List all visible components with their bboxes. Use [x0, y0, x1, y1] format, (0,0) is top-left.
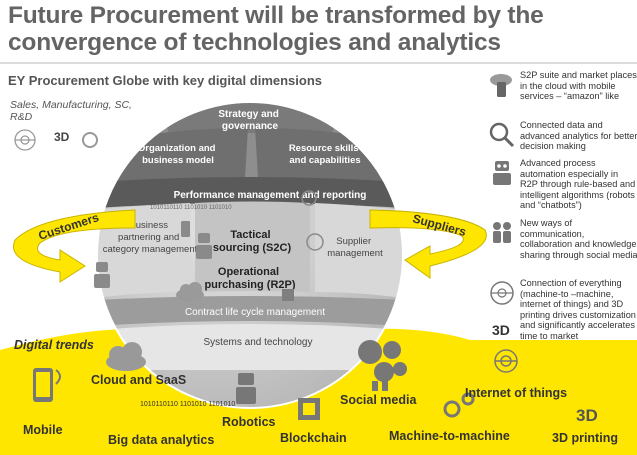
binary-small-icon: 1010110110 1101010 1101010: [150, 205, 232, 211]
cloud-mobile-icon: [490, 74, 512, 97]
social-media-trend-icon: [358, 340, 407, 391]
digital-trends-title: Digital trends: [14, 338, 94, 352]
analytics-magnifier-icon: [489, 122, 515, 148]
globe-label-systems: Systems and technology: [204, 337, 313, 348]
dimension-text: S2P suite and market places in the cloud…: [520, 70, 637, 102]
customers-label: Customers: [37, 210, 101, 243]
globe-label-business-partnering: Business partnering and category managem…: [103, 220, 198, 255]
three-d-side-icon: 3D: [54, 130, 70, 144]
connected-things-icon: [490, 281, 514, 305]
globe-label-resource: Resource skills and capabilities: [289, 143, 361, 166]
trend-social: Social media: [340, 393, 417, 407]
robot-automation-icon: [493, 161, 511, 185]
robot-trend-icon: [236, 373, 256, 404]
three-d-list-icon: 3D: [492, 322, 510, 338]
blockchain-small-icon: [282, 289, 294, 301]
globe-label-organization: Organization and business model: [138, 143, 218, 166]
side-note: Sales, Manufacturing, SC, R&D: [10, 99, 132, 123]
suppliers-arrow: [369, 209, 487, 279]
globe-label-strategy: Strategy and governance: [218, 109, 281, 132]
network-globe-icon: [14, 129, 36, 151]
m2m-trend-icon: [443, 392, 475, 418]
globe-label-operational: Operational purchasing (R2P): [204, 266, 295, 291]
phone-icon: [181, 221, 190, 237]
social-collaboration-icon: [493, 222, 511, 243]
title-divider: [0, 62, 637, 64]
mobile-trend-icon: [33, 368, 61, 402]
dimension-text: Connection of everything (machine-to –ma…: [520, 278, 636, 341]
cloud-icon: [176, 282, 204, 302]
robot-icon: [94, 233, 212, 288]
gear-side-icon: [82, 132, 98, 148]
globe-label-tactical: Tactical sourcing (S2C): [213, 229, 292, 254]
blockchain-trend-icon: [298, 398, 320, 420]
trend-robotics: Robotics: [222, 415, 276, 429]
trend-printing: 3D printing: [552, 431, 618, 445]
iot-trend-icon: [494, 349, 518, 373]
trend-cloud: Cloud and SaaS: [91, 373, 187, 387]
cloud-trend-icon: [106, 342, 146, 371]
dimension-text: New ways of communication, collaboration…: [520, 218, 637, 260]
globe-label-supplier-mgmt: Supplier management: [327, 236, 383, 259]
customers-arrow: [13, 209, 136, 283]
trend-mobile: Mobile: [23, 423, 63, 437]
trend-m2m: Machine-to-machine: [389, 429, 510, 443]
globe-network-icon: [301, 190, 324, 251]
page-title: Future Procurement will be transformed b…: [8, 2, 544, 56]
trend-big-data: Big data analytics: [108, 433, 215, 447]
diagram-subtitle: EY Procurement Globe with key digital di…: [8, 73, 322, 88]
dimension-text: Connected data and advanced analytics fo…: [520, 120, 637, 152]
three-d-trend-icon: 3D: [576, 406, 598, 425]
trend-blockchain: Blockchain: [280, 431, 347, 445]
globe: [97, 102, 403, 408]
globe-label-contract: Contract life cycle management: [185, 307, 325, 318]
trend-iot: Internet of things: [465, 386, 568, 400]
globe-label-performance: Performance management and reporting: [174, 190, 367, 201]
binary-trend-icon: 1010110110 1101010 1101010: [140, 401, 235, 408]
dimension-text: Advanced process automation especially i…: [520, 158, 636, 211]
